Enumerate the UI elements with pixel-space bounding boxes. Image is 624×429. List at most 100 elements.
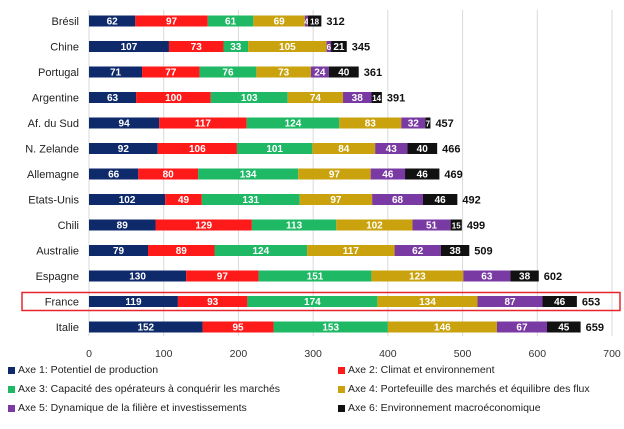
- legend-swatch: [8, 404, 15, 412]
- segment-value-label: 63: [107, 93, 119, 104]
- bar-segment: [89, 143, 158, 154]
- bar-segment: [310, 66, 329, 78]
- segment-value-label: 107: [121, 42, 138, 53]
- bar-segment: [157, 143, 237, 154]
- highlight-box: [21, 291, 621, 312]
- total-label: 469: [444, 169, 462, 181]
- segment-value-label: 97: [329, 170, 341, 181]
- bar-segment: [328, 66, 359, 78]
- segment-value-label: 21: [333, 42, 345, 53]
- bar-segment: [387, 321, 497, 333]
- x-tick-label: 500: [454, 348, 472, 360]
- segment-value-label: 76: [222, 68, 234, 79]
- segment-value-label: 74: [310, 93, 322, 104]
- x-tick-label: 0: [86, 348, 92, 360]
- total-label: 653: [582, 297, 600, 309]
- segment-value-label: 117: [343, 246, 360, 257]
- segment-value-label: 43: [386, 144, 398, 155]
- total-label: 391: [387, 93, 405, 105]
- bar-segment: [412, 219, 451, 231]
- bar-segment: [177, 296, 248, 307]
- segment-value-label: 77: [165, 68, 177, 79]
- segment-value-label: 61: [225, 17, 237, 28]
- segment-value-label: 6: [327, 43, 332, 52]
- bar-segment: [371, 270, 464, 282]
- category-label: Etats-Unis: [28, 195, 79, 207]
- segment-value-label: 89: [176, 246, 188, 257]
- category-label: Espagne: [36, 271, 79, 283]
- segment-value-label: 95: [232, 323, 244, 334]
- segment-value-label: 46: [382, 170, 394, 181]
- total-label: 466: [442, 144, 460, 156]
- bar-segment: [343, 92, 372, 103]
- segment-value-label: 97: [166, 17, 178, 28]
- bar-segment: [377, 296, 478, 307]
- bar-segment: [307, 245, 395, 256]
- x-tick-label: 200: [230, 348, 248, 360]
- segment-value-label: 14: [372, 94, 381, 103]
- bar-segment: [307, 15, 322, 27]
- segment-value-label: 71: [110, 68, 122, 79]
- segment-value-label: 45: [558, 323, 570, 334]
- bar-segment: [89, 117, 160, 129]
- segment-value-label: 124: [285, 119, 302, 130]
- segment-value-label: 134: [240, 170, 257, 181]
- bar-segment: [168, 41, 224, 52]
- bar-segment: [450, 219, 462, 231]
- bar-segment: [223, 41, 249, 52]
- legend-swatch: [338, 366, 345, 374]
- bar-segment: [214, 245, 308, 256]
- category-label: Af. du Sud: [28, 118, 79, 130]
- segment-value-label: 102: [366, 221, 383, 232]
- segment-value-label: 79: [113, 246, 125, 257]
- chart-legend: Axe 1: Potentiel de production Axe 2: Cli…: [8, 364, 620, 422]
- segment-value-label: 119: [125, 297, 142, 308]
- bar-segment: [89, 321, 203, 333]
- category-label: Chine: [50, 42, 79, 54]
- total-label: 602: [544, 271, 562, 283]
- category-label: Portugal: [38, 67, 79, 79]
- bar-segment: [394, 245, 441, 256]
- segment-value-label: 15: [452, 222, 461, 231]
- bar-segment: [375, 143, 408, 154]
- segment-value-label: 68: [392, 195, 404, 206]
- bar-segment: [339, 117, 402, 129]
- segment-value-label: 123: [409, 272, 426, 283]
- bar-segment: [210, 92, 288, 103]
- bar-segment: [496, 321, 547, 333]
- segment-value-label: 152: [137, 323, 154, 334]
- legend-item: Axe 4: Portefeuille des marchés et équil…: [338, 383, 590, 395]
- segment-value-label: 4: [304, 18, 309, 27]
- segment-value-label: 131: [242, 195, 259, 206]
- category-label: N. Zelande: [25, 144, 79, 156]
- segment-value-label: 38: [519, 272, 531, 283]
- x-tick-label: 400: [379, 348, 397, 360]
- segment-value-label: 69: [274, 17, 286, 28]
- segment-value-label: 134: [419, 297, 436, 308]
- total-label: 659: [586, 322, 604, 334]
- bar-segment: [304, 15, 308, 27]
- total-label: 361: [364, 67, 382, 79]
- segment-value-label: 130: [129, 272, 146, 283]
- segment-value-label: 51: [426, 221, 438, 232]
- segment-value-label: 38: [450, 246, 462, 257]
- bar-segment: [251, 219, 337, 231]
- x-tick-label: 700: [603, 348, 621, 360]
- segment-value-label: 62: [107, 17, 119, 28]
- bar-segment: [546, 321, 581, 333]
- segment-value-label: 106: [189, 144, 206, 155]
- bar-segment: [273, 321, 388, 333]
- category-label: Argentine: [32, 93, 79, 105]
- segment-value-label: 63: [481, 272, 493, 283]
- total-label: 312: [326, 16, 344, 28]
- segment-value-label: 153: [322, 323, 339, 334]
- bar-segment: [198, 168, 299, 180]
- total-label: 345: [352, 42, 370, 54]
- legend-item: Axe 6: Environnement macroéconomique: [338, 402, 541, 414]
- segment-value-label: 38: [352, 93, 364, 104]
- segment-value-label: 124: [252, 246, 269, 257]
- bar-segment: [247, 296, 378, 307]
- bar-segment: [89, 194, 166, 205]
